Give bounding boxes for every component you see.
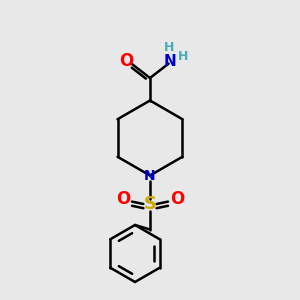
Text: H: H — [164, 40, 174, 54]
Text: O: O — [116, 190, 130, 208]
Text: N: N — [144, 169, 156, 182]
Text: O: O — [170, 190, 184, 208]
Text: S: S — [143, 195, 157, 213]
Text: O: O — [119, 52, 133, 70]
Text: H: H — [178, 50, 188, 64]
Text: N: N — [164, 54, 176, 69]
